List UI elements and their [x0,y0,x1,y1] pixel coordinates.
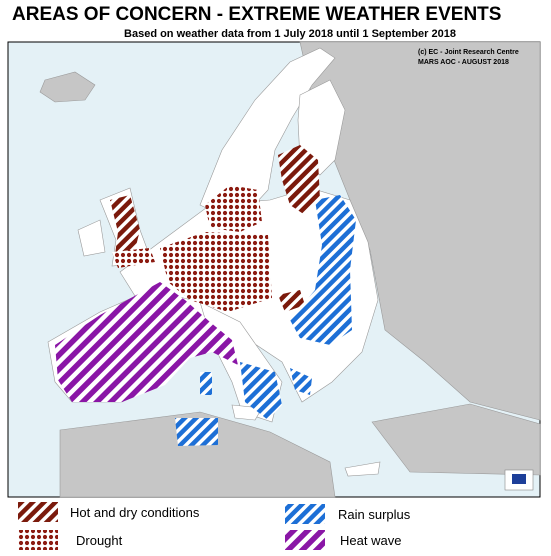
legend-swatch [285,504,325,524]
legend-swatch [18,502,58,522]
title: AREAS OF CONCERN - EXTREME WEATHER EVENT… [12,4,501,25]
subtitle: Based on weather data from 1 July 2018 u… [124,28,456,40]
legend-label: Hot and dry conditions [70,505,200,520]
legend-label: Rain surplus [338,507,411,522]
legend: Hot and dry conditions Drought Rain surp… [18,502,411,550]
map: (c) EC - Joint Research Centre MARS AOC … [7,41,541,498]
legend-label: Heat wave [340,533,401,548]
legend-swatch [285,530,325,550]
credit: MARS AOC - AUGUST 2018 [418,59,509,66]
credit: (c) EC - Joint Research Centre [418,49,519,56]
legend-label: Drought [76,533,123,548]
legend-swatch [18,530,58,550]
